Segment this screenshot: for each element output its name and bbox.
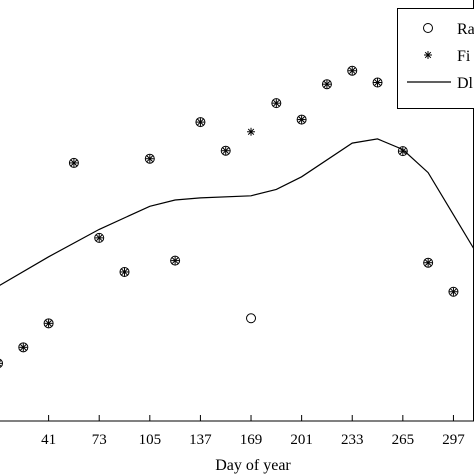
circle-point [271,98,282,109]
star-stroke [323,81,331,88]
star-point [120,267,129,276]
x-tick-label: 265 [392,432,415,448]
circle-point [448,286,459,297]
circle-point [94,232,105,243]
star-stroke [374,79,381,86]
x-tick-label: 73 [92,432,107,448]
star-point [272,99,281,108]
legend-entry-label: Ra [457,21,474,38]
legend-entry-label: Dl [457,75,474,92]
star-stroke [171,257,179,264]
star-stroke [424,51,432,59]
x-tick-label: 137 [189,432,212,448]
star-stroke [424,259,432,266]
circle-point [68,157,79,168]
star-stroke [146,155,153,162]
circle-point [296,114,307,125]
circle-point [119,266,130,277]
star-stroke [96,234,103,242]
circle-point [347,65,358,76]
star-point [69,158,78,167]
x-tick-label: 233 [341,432,364,448]
x-tick-label: 41 [41,432,56,448]
star-stroke [20,344,27,351]
star-point [424,258,433,267]
legend: Ra Fi Dl [397,8,474,109]
star-stroke [70,159,78,167]
star-point [221,146,230,155]
x-axis-ticks: 41 73 105 137 169 201 233 265 297 [41,415,465,448]
star-stroke [450,288,457,295]
circle-point [0,358,3,368]
star-point [145,154,154,163]
circle-point [18,342,29,353]
star-stroke [349,67,356,74]
star-point [322,80,331,89]
circle-point [246,313,257,324]
circle-point [43,318,54,329]
star-stroke [298,116,305,123]
marker-layer [0,65,474,368]
x-tick-label: 105 [139,432,162,448]
star-point [44,319,53,328]
legend-entry-label: Fi [457,48,471,65]
series-line [0,138,474,286]
star-point [171,256,180,265]
star-point [247,127,256,136]
star-point [348,66,357,75]
legend-circle-marker [423,23,433,33]
star-point [19,343,28,352]
star-point [0,360,2,367]
circle-point [372,77,383,88]
star-point [196,118,205,127]
circle-point [220,145,231,156]
star-stroke [399,147,407,155]
legend-box [397,8,474,109]
legend-star-marker [424,51,432,59]
star-point [373,78,382,87]
circle-point [321,79,332,90]
star-stroke [121,268,128,276]
star-stroke [45,320,52,327]
line-series-layer [0,138,474,286]
x-tick-label: 201 [290,432,313,448]
star-stroke [273,99,280,107]
circle-point [195,117,206,128]
x-tick-label: 297 [442,432,465,448]
circle-point [423,257,434,268]
star-stroke [222,147,229,154]
star-point [297,115,306,124]
x-tick-label: 169 [240,432,263,448]
star-point [449,287,458,296]
star-stroke [197,118,204,126]
circle-point [144,153,155,164]
x-axis-label: Day of year [215,457,291,474]
circle-point [170,255,181,266]
star-stroke [247,128,255,135]
star-point [398,147,407,156]
star-point [95,233,104,242]
circle-point [397,146,408,157]
